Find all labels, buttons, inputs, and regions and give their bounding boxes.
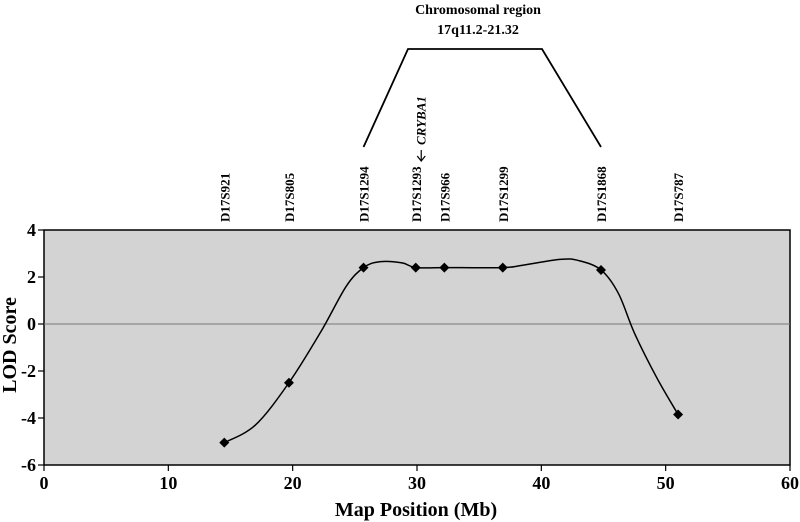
x-tick-label-60: 60 [781,473,799,493]
data-point-3 [410,262,421,273]
marker-label-d17s1299: D17S1299 [496,166,511,222]
data-point-2 [358,262,369,273]
data-point-5 [497,262,508,273]
x-tick-label-50: 50 [657,473,675,493]
marker-label-d17s1294: D17S1294 [357,166,372,222]
gene-arrow-head [416,155,426,162]
y-axis-ticks: 4 2 0 -2 -4 -6 [21,220,44,475]
y-tick-label--2: -2 [21,361,36,381]
data-point-4 [439,262,450,273]
y-tick-label--6: -6 [21,455,36,475]
marker-label-d17s1293: D17S1293 [409,166,424,222]
x-tick-label-20: 20 [284,473,302,493]
x-tick-label-40: 40 [532,473,550,493]
data-point-6 [596,264,607,275]
x-axis-label: Map Position (Mb) [335,499,497,521]
x-tick-label-30: 30 [408,473,426,493]
data-points-layer [219,262,684,448]
y-axis-label: LOD Score [0,297,21,393]
gene-label-cryba1: CRYBA1 [414,96,429,145]
data-point-0 [219,437,230,448]
x-tick-label-0: 0 [40,473,49,493]
marker-label-d17s921: D17S921 [217,173,232,222]
x-tick-label-10: 10 [159,473,177,493]
region-title-line1: Chromosomal region [415,3,541,18]
marker-label-d17s787: D17S787 [671,172,686,222]
marker-labels: D17S921 D17S805 D17S1294 D17S1293 D17S966 D17… [217,96,686,222]
region-bracket-line [362,48,602,148]
y-tick-label-4: 4 [27,220,36,240]
data-point-7 [673,409,684,420]
region-title-line2: 17q11.2-21.32 [437,23,519,38]
data-point-1 [283,377,294,388]
x-axis-ticks: 0 10 20 30 40 50 60 [40,465,799,493]
chromosomal-region-bracket [362,48,602,148]
y-tick-label-0: 0 [27,314,36,334]
y-tick-label--4: -4 [21,408,36,428]
marker-label-d17s805: D17S805 [282,172,297,222]
marker-label-d17s1868: D17S1868 [594,166,609,222]
marker-label-d17s966: D17S966 [437,172,452,222]
y-tick-label-2: 2 [27,267,36,287]
